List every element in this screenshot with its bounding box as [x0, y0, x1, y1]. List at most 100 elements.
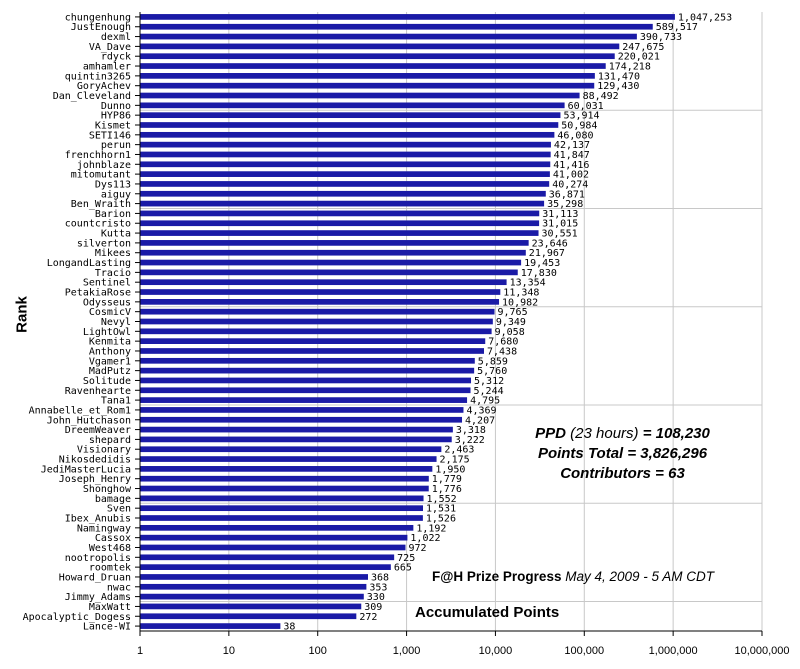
x-tick-label: 10,000 [479, 645, 513, 657]
category-label: Sven [107, 504, 131, 515]
category-label: LongandLasting [47, 258, 131, 269]
category-label: frenchhorn1 [65, 150, 131, 161]
category-label: Kismet [95, 120, 131, 131]
value-label: 309 [364, 602, 382, 613]
category-label: Tana1 [101, 396, 131, 407]
category-labels: chungenhungJustEnoughdexmlVA_Daverdyckam… [23, 12, 132, 632]
value-label: 1,776 [432, 484, 462, 495]
x-tick-label: 10,000,000 [734, 645, 789, 657]
bar [140, 308, 495, 315]
value-label: 7,680 [488, 337, 518, 348]
value-label: 1,531 [426, 504, 456, 515]
value-label: 390,733 [640, 32, 682, 43]
value-label: 3,318 [456, 425, 486, 436]
bar [140, 289, 501, 295]
category-label: DreemWeaver [65, 425, 131, 436]
bar [140, 456, 437, 462]
category-label: JustEnough [71, 22, 131, 33]
value-label: 13,354 [510, 278, 546, 289]
x-tick-label: 100 [309, 645, 327, 657]
bar [140, 240, 529, 246]
category-label: Nevyl [101, 317, 131, 328]
category-label: Visionary [77, 445, 131, 456]
value-label: 589,517 [656, 22, 698, 33]
bar [140, 524, 414, 531]
bar [140, 63, 606, 69]
category-label: Apocalyptic_Dogess [23, 612, 131, 623]
category-label: Vgamer1 [89, 356, 131, 367]
category-label: JediMasterLucia [41, 464, 131, 475]
category-label: West468 [89, 543, 131, 554]
category-label: dexml [101, 32, 131, 43]
bar [140, 14, 675, 20]
bar [140, 200, 545, 207]
x-tick-label: 10 [223, 645, 235, 657]
bar [140, 269, 518, 276]
bar [140, 554, 395, 561]
bar [140, 279, 507, 286]
bar [140, 92, 580, 99]
bar [140, 210, 540, 217]
bar [140, 171, 550, 177]
category-label: Cassox [95, 533, 131, 544]
category-label: countcristo [65, 219, 131, 230]
value-label: 131,470 [598, 71, 640, 82]
bar [140, 593, 364, 600]
bar [140, 53, 615, 60]
value-label: 36,871 [549, 189, 585, 200]
value-label: 41,002 [553, 170, 589, 181]
category-label: amhamler [83, 62, 131, 73]
category-label: CosmicV [89, 307, 131, 318]
bars [140, 14, 675, 629]
value-label: 17,830 [521, 268, 557, 279]
bar [140, 122, 559, 128]
value-label: 2,175 [440, 455, 470, 466]
bar [140, 613, 357, 620]
category-label: Ibex_Anubis [65, 514, 131, 525]
stats-panel: PPD (23 hours) = 108,230 Points Total = … [520, 424, 725, 484]
bar [140, 73, 595, 79]
value-label: 1,526 [426, 514, 456, 525]
category-label: MadPutz [89, 366, 131, 377]
bar [140, 534, 408, 541]
value-label: 4,207 [465, 415, 495, 426]
value-label: 1,192 [416, 523, 446, 534]
value-label: 1,950 [435, 464, 465, 475]
value-label: 3,222 [455, 435, 485, 446]
bar [140, 603, 362, 610]
category-label: Shonghow [83, 484, 132, 495]
value-label: 353 [369, 582, 387, 593]
category-label: Ben_Wraith [71, 199, 131, 210]
y-axis-label: Rank [13, 296, 31, 333]
category-label: Mikees [95, 248, 131, 259]
category-label: HYP86 [101, 111, 131, 122]
bar [140, 485, 429, 492]
value-label: 247,675 [622, 42, 664, 53]
bar [140, 338, 486, 345]
bar [140, 249, 526, 256]
category-label: GoryAchev [77, 81, 131, 92]
value-label: 9,765 [498, 307, 528, 318]
value-label: 19,453 [524, 258, 560, 269]
x-tick-labels: 1 10 100 1,000 10,000 100,000 1,000,000 10,000,… [137, 645, 790, 657]
value-label: 5,244 [474, 386, 504, 397]
bar [140, 259, 522, 266]
category-label: Jimmy_Adams [65, 592, 131, 603]
value-label: 1,022 [410, 533, 440, 544]
category-label: MaxWatt [89, 602, 131, 613]
category-label: Odysseus [83, 297, 131, 308]
x-tick-label: 1 [137, 645, 143, 657]
bar [140, 181, 550, 187]
category-label: LightOwl [83, 327, 131, 338]
value-label: 7,438 [487, 346, 517, 357]
value-labels: 1,047,253589,517390,733247,675220,021174… [283, 12, 732, 632]
bar [140, 33, 637, 40]
category-label: Howard_Druan [59, 572, 131, 583]
category-label: Dan_Cleveland [53, 91, 131, 102]
bar [140, 82, 595, 89]
category-label: shepard [89, 435, 131, 446]
x-tick-label: 100,000 [564, 645, 604, 657]
bar [140, 23, 653, 30]
value-label: 5,760 [477, 366, 507, 377]
category-label: quintin3265 [65, 71, 131, 82]
